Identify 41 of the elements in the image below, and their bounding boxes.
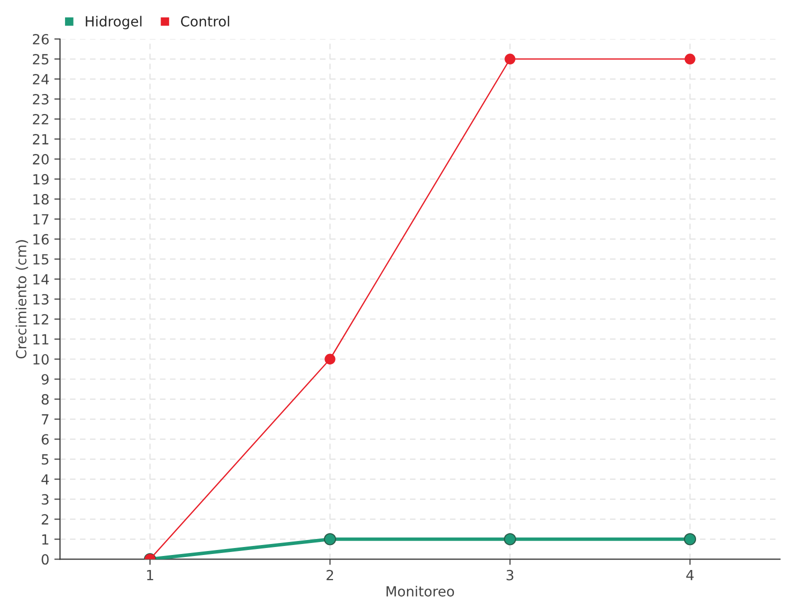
y-tick-label: 20 (32, 154, 49, 165)
y-tick-label: 4 (41, 474, 49, 484)
y-tick-label: 0 (42, 554, 49, 565)
y-tick-label: 25 (32, 54, 48, 64)
x-tick-label: 4 (686, 570, 694, 580)
y-tick-label: 21 (32, 134, 48, 144)
x-tick-label: 2 (326, 570, 334, 580)
point (324, 354, 336, 365)
y-tick-label: 18 (33, 194, 49, 205)
point (504, 533, 516, 546)
y-tick-label: 14 (33, 274, 49, 284)
y-tick-label: 13 (33, 294, 48, 305)
y-tick-label: 26 (32, 34, 49, 44)
y-tick-label: 1 (42, 534, 48, 544)
legend-label: Hidrogel (86, 16, 142, 30)
y-tick-label: 12 (33, 314, 48, 324)
x-axis-title: Monitoreo (386, 586, 454, 597)
y-tick-label: 9 (42, 374, 49, 385)
y-tick-label: 7 (42, 414, 48, 424)
y-tick-label: 23 (32, 94, 48, 104)
y-tick-label: 10 (33, 354, 49, 365)
x-tick-label: 3 (506, 570, 514, 580)
y-tick-label: 5 (42, 454, 48, 465)
x-tick-label: 1 (147, 570, 154, 580)
legend-label: Control (181, 16, 230, 27)
y-tick-label: 22 (32, 114, 48, 124)
y-tick-label: 6 (42, 434, 49, 445)
point (504, 54, 516, 64)
y-tick-label: 24 (32, 74, 49, 84)
y-tick-label: 2 (42, 514, 48, 524)
y-tick-label: 17 (33, 214, 48, 224)
y-tick-label: 8 (42, 394, 49, 405)
y-tick-label: 3 (42, 494, 48, 505)
y-tick-label: 16 (33, 234, 49, 245)
point (684, 54, 696, 64)
point (684, 533, 696, 546)
point (324, 533, 336, 546)
y-tick-label: 19 (33, 174, 49, 185)
y-tick-label: 15 (33, 254, 48, 265)
y-axis-title: Crecimiento (cm) (16, 240, 28, 358)
y-tick-label: 11 (33, 334, 48, 344)
